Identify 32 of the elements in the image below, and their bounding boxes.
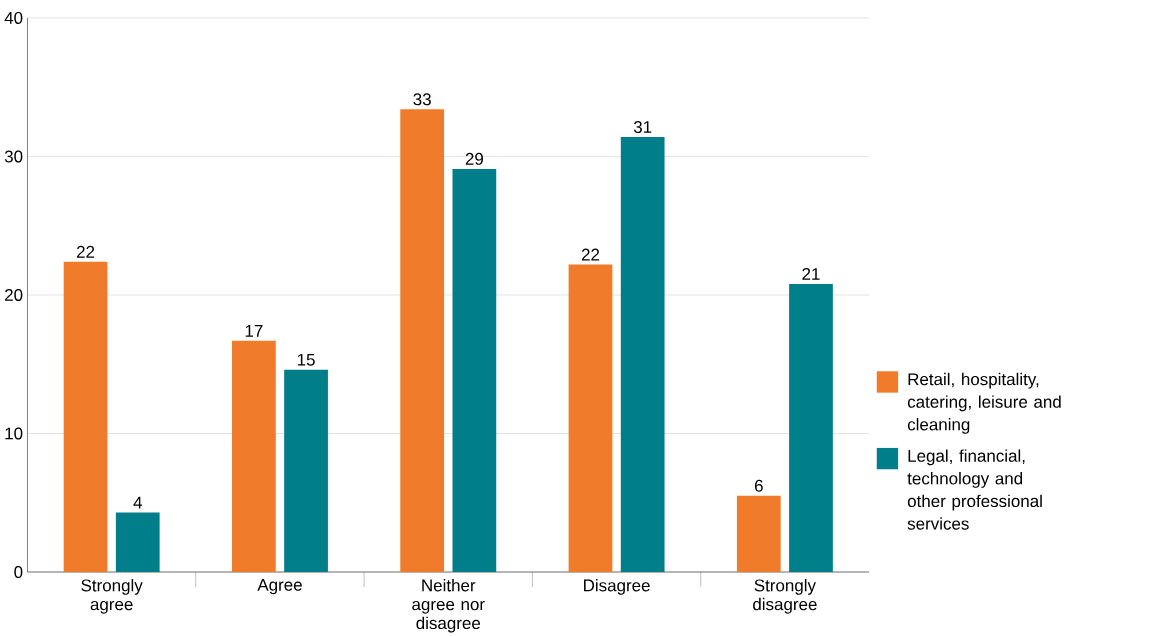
data-label: 17 xyxy=(245,325,263,337)
bar xyxy=(620,137,665,573)
bar xyxy=(63,261,108,573)
x-tick-label: Disagree xyxy=(584,579,650,595)
data-label: 29 xyxy=(465,153,483,166)
x-tick-label: Strongly disagree xyxy=(753,579,817,614)
data-label: 15 xyxy=(297,354,315,366)
y-tick-label: 40 xyxy=(4,12,23,25)
data-label: 22 xyxy=(581,248,600,261)
bar xyxy=(284,369,328,573)
bar xyxy=(568,264,613,573)
data-label: 4 xyxy=(133,496,142,509)
x-tick-label: Neither agree nor disagree xyxy=(412,579,485,633)
legend-label: Legal, financial, technology and other professional services xyxy=(907,449,1042,530)
x-tick-label: Strongly agree xyxy=(81,579,143,614)
y-tick-label: 10 xyxy=(5,427,23,440)
data-label: 6 xyxy=(754,479,763,492)
data-label: 22 xyxy=(76,246,95,258)
data-label: 33 xyxy=(413,93,431,106)
bar xyxy=(400,109,445,573)
bar xyxy=(231,340,276,573)
data-label: 31 xyxy=(633,121,652,134)
y-tick-label: 0 xyxy=(14,566,23,579)
bar xyxy=(452,169,497,573)
y-tick-label: 20 xyxy=(5,289,23,302)
data-label: 21 xyxy=(802,268,820,281)
bar xyxy=(115,512,160,573)
legend-label: Retail, hospitality, catering, leisure and cleaning xyxy=(907,372,1061,434)
y-tick-label: 30 xyxy=(4,150,23,163)
bar xyxy=(789,284,833,573)
bar xyxy=(736,495,781,573)
x-tick-label: Agree xyxy=(257,579,302,595)
